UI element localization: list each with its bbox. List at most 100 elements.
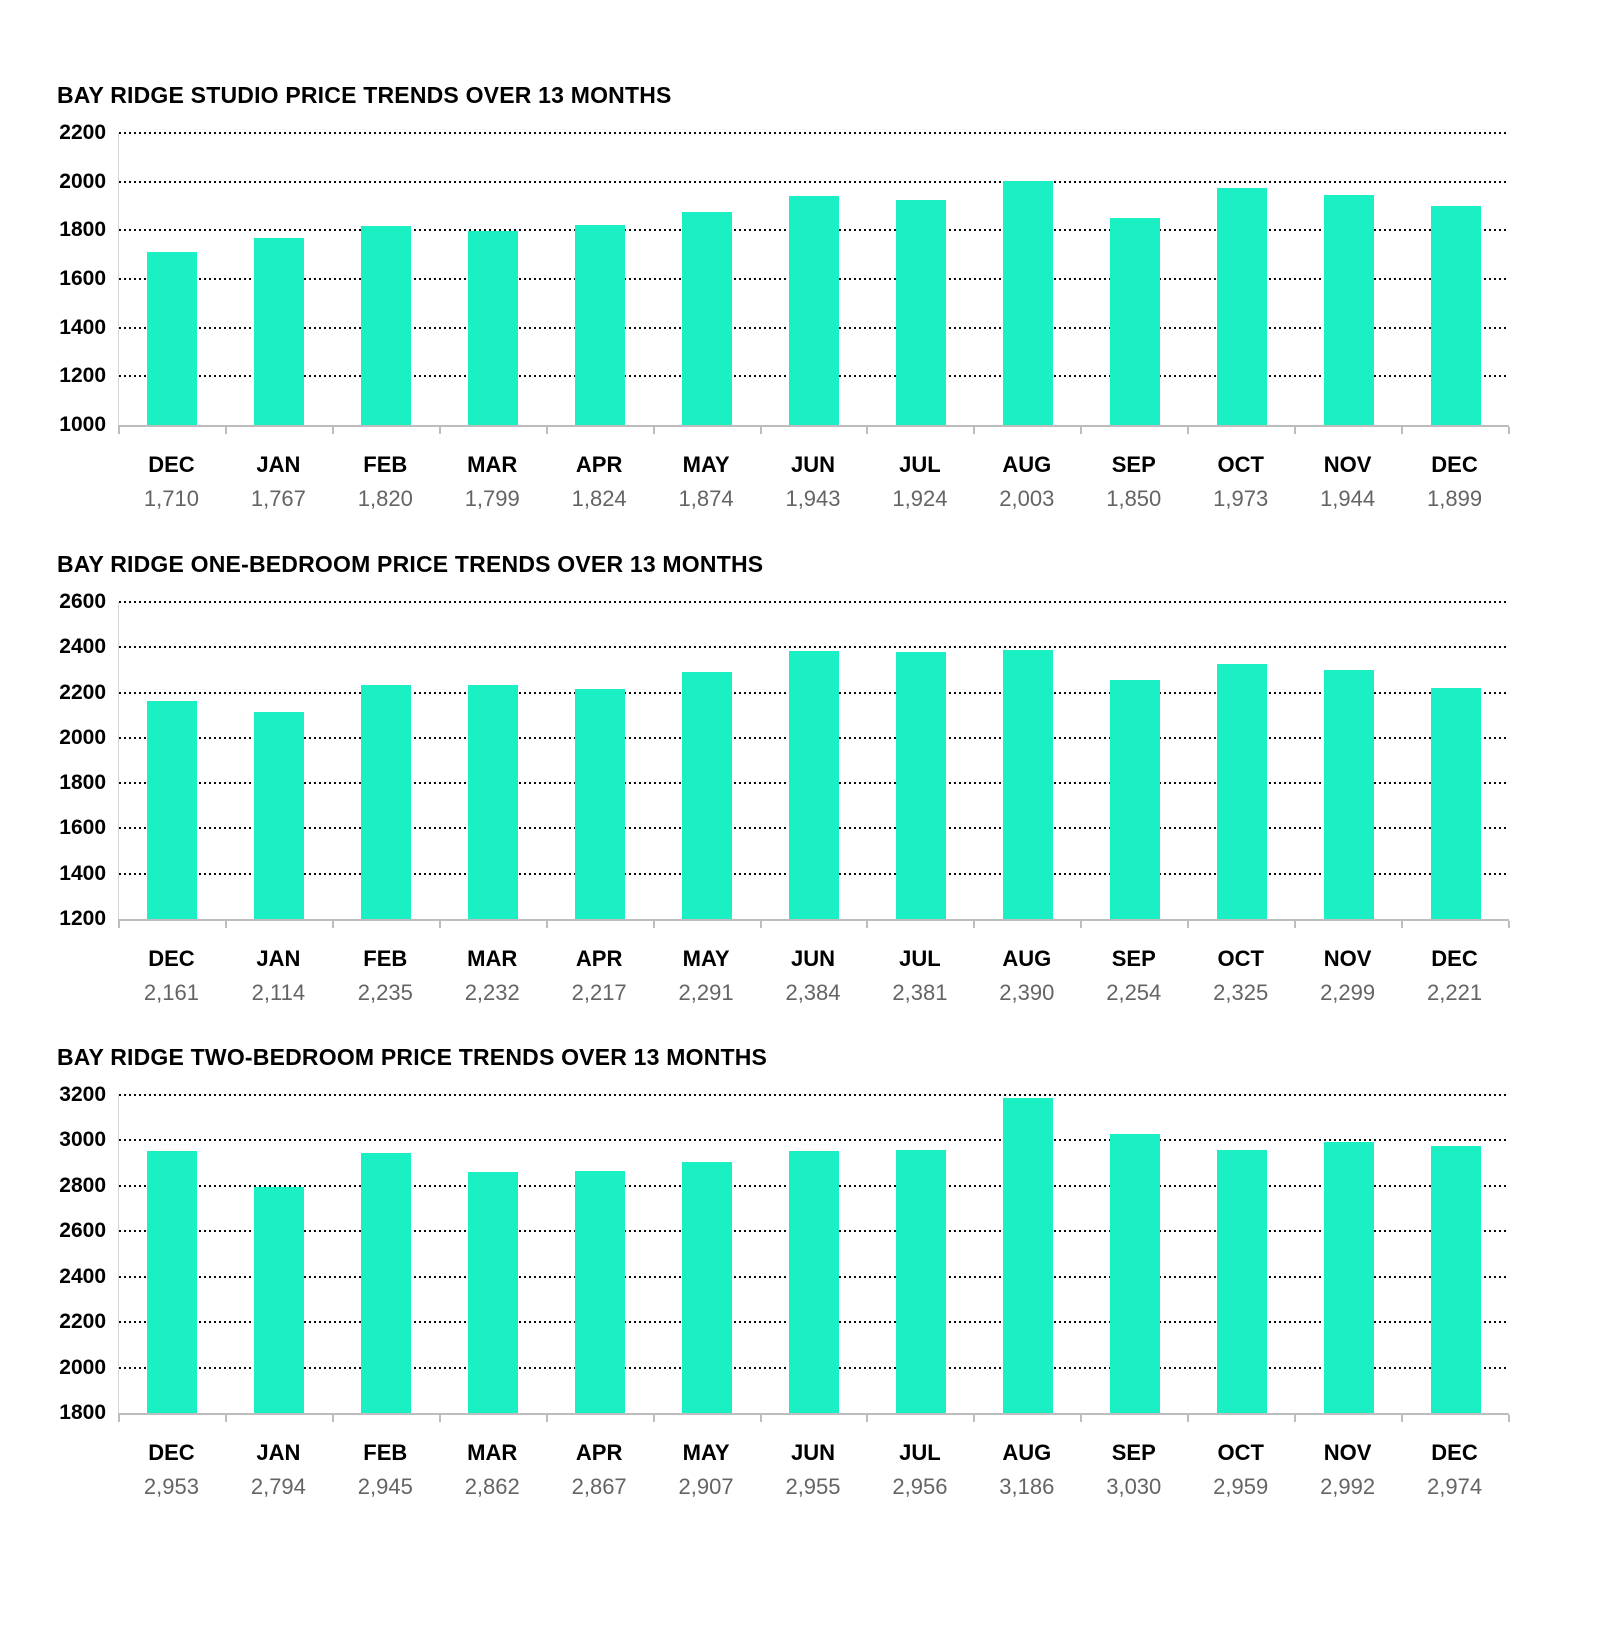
bar-dec-0 xyxy=(147,252,198,425)
bar-mar-3 xyxy=(468,1171,519,1413)
x-axis-value-label: 3,030 xyxy=(1106,1474,1162,1499)
x-axis-category: AUG 3,186 xyxy=(973,1440,1080,1500)
x-axis-category: DEC 1,899 xyxy=(1401,452,1508,512)
x-axis-category: OCT 2,325 xyxy=(1187,946,1294,1006)
x-axis-month-label: AUG xyxy=(1002,452,1052,477)
bar-dec-0 xyxy=(147,1151,198,1413)
plot-area xyxy=(118,1094,1510,1422)
x-axis-category: AUG 2,003 xyxy=(973,452,1080,512)
bar-may-5 xyxy=(682,672,733,919)
x-axis-value-label: 2,945 xyxy=(357,1474,413,1499)
x-axis-month-label: DEC xyxy=(148,1440,195,1465)
x-axis-value-label: 2,114 xyxy=(251,980,306,1005)
x-axis-month-label: APR xyxy=(575,946,623,971)
x-axis-month-label: APR xyxy=(575,1440,623,1465)
x-axis-month-label: NOV xyxy=(1323,946,1372,971)
x-axis-tick xyxy=(224,921,227,928)
x-axis-tick xyxy=(1080,921,1083,928)
x-axis-value-label: 2,003 xyxy=(999,486,1055,511)
x-axis-tick xyxy=(224,427,227,434)
x-axis-category: MAY 2,291 xyxy=(653,946,760,1006)
x-axis-category: JUL 1,924 xyxy=(866,452,973,512)
gridline xyxy=(119,646,1509,649)
x-axis-category: NOV 2,299 xyxy=(1294,946,1401,1006)
x-axis-value-label: 2,217 xyxy=(571,980,627,1005)
bar-aug-8 xyxy=(1002,1098,1053,1413)
x-axis-tick xyxy=(545,427,548,434)
x-axis-category: FEB 1,820 xyxy=(332,452,439,512)
x-axis-value-label: 1,820 xyxy=(357,486,413,511)
y-axis-tick-label: 1600 xyxy=(59,267,106,290)
bar-jun-6 xyxy=(789,195,839,425)
bar-may-5 xyxy=(682,212,733,425)
x-axis-category: DEC 2,974 xyxy=(1401,1440,1508,1500)
y-axis-tick-label: 2200 xyxy=(59,680,106,704)
x-axis-month-label: OCT xyxy=(1217,1440,1264,1465)
x-axis-month-label: JUL xyxy=(899,1440,941,1465)
y-axis-tick-label: 2000 xyxy=(59,1355,106,1379)
x-axis-month-label: MAR xyxy=(467,1440,518,1465)
x-axis-month-label: DEC xyxy=(1431,452,1478,477)
x-axis-value-label: 2,867 xyxy=(571,1474,627,1499)
plot-row: 2200 2000 1800 1600 1400 1200 1000 xyxy=(0,121,1600,436)
x-axis-tick xyxy=(331,921,334,928)
x-axis-month-label: JAN xyxy=(256,946,301,971)
y-axis-tick-label: 3000 xyxy=(59,1128,106,1152)
x-axis-value-label: 2,325 xyxy=(1213,980,1269,1005)
x-axis-tick xyxy=(118,921,120,928)
x-axis-tick xyxy=(866,921,869,928)
x-axis-baseline xyxy=(118,919,1509,921)
bar-jan-1 xyxy=(254,712,305,919)
x-axis-value-label: 2,794 xyxy=(250,1474,306,1499)
chart-title: BAY RIDGE TWO-BEDROOM PRICE TRENDS OVER … xyxy=(57,1044,768,1070)
x-axis-month-label: MAR xyxy=(467,946,518,971)
x-axis-category: SEP 2,254 xyxy=(1080,946,1187,1006)
x-axis-month-label: NOV xyxy=(1323,1440,1372,1465)
bar-jun-6 xyxy=(789,1150,839,1413)
x-axis-value-label: 2,956 xyxy=(892,1474,948,1499)
x-axis-month-label: APR xyxy=(575,452,623,477)
gridline xyxy=(119,132,1509,134)
x-axis-month-label: FEB xyxy=(363,946,408,971)
x-axis-tick xyxy=(1294,921,1297,928)
x-axis-value-label: 2,161 xyxy=(143,980,199,1005)
x-axis-category: JAN 1,767 xyxy=(225,452,332,512)
x-axis-month-label: DEC xyxy=(1431,1440,1478,1465)
x-axis-month-label: SEP xyxy=(1111,452,1156,477)
x-axis-value-label: 2,974 xyxy=(1427,1474,1483,1499)
x-axis-tick xyxy=(866,1415,869,1422)
bar-mar-3 xyxy=(468,230,519,425)
x-axis-category: FEB 2,235 xyxy=(332,946,439,1006)
x-axis-category: NOV 2,992 xyxy=(1294,1440,1401,1500)
bar-jul-7 xyxy=(895,1150,946,1413)
x-axis-tick xyxy=(1508,1415,1510,1422)
x-axis-baseline xyxy=(118,1413,1509,1415)
bar-jun-6 xyxy=(789,650,839,919)
x-axis-category: MAR 2,232 xyxy=(439,946,546,1006)
x-axis-month-label: JUN xyxy=(790,452,835,477)
x-axis-category: DEC 1,710 xyxy=(118,452,225,512)
x-axis-value-label: 2,955 xyxy=(785,1474,841,1499)
bar-aug-8 xyxy=(1002,649,1053,919)
x-axis-value-label: 2,299 xyxy=(1320,980,1376,1005)
x-axis-value-label: 1,874 xyxy=(678,486,734,511)
bar-sep-9 xyxy=(1109,680,1160,919)
gridline xyxy=(119,1094,1509,1096)
gridline xyxy=(119,180,1509,183)
bar-jan-1 xyxy=(254,238,305,425)
x-axis-category: MAY 2,907 xyxy=(653,1440,760,1500)
x-axis-category: APR 1,824 xyxy=(546,452,653,512)
bar-oct-10 xyxy=(1216,1149,1267,1413)
x-axis-value-label: 1,899 xyxy=(1427,486,1483,511)
y-axis-tick-label: 1400 xyxy=(59,315,106,339)
x-axis-value-label: 1,944 xyxy=(1320,486,1376,511)
x-axis-value-label: 2,235 xyxy=(357,980,413,1005)
x-axis-labels: DEC 2,161 JAN 2,114 FEB 2,235 MAR 2,232 APR 2,217… xyxy=(118,946,1508,1006)
x-axis-tick xyxy=(1401,1415,1404,1422)
x-axis-category: APR 2,867 xyxy=(546,1440,653,1500)
x-axis-value-label: 1,850 xyxy=(1106,486,1162,511)
x-axis-tick xyxy=(759,427,762,434)
x-axis-category: JAN 2,114 xyxy=(225,946,332,1006)
x-axis-category: NOV 1,944 xyxy=(1294,452,1401,512)
x-axis-month-label: JUN xyxy=(790,946,835,971)
